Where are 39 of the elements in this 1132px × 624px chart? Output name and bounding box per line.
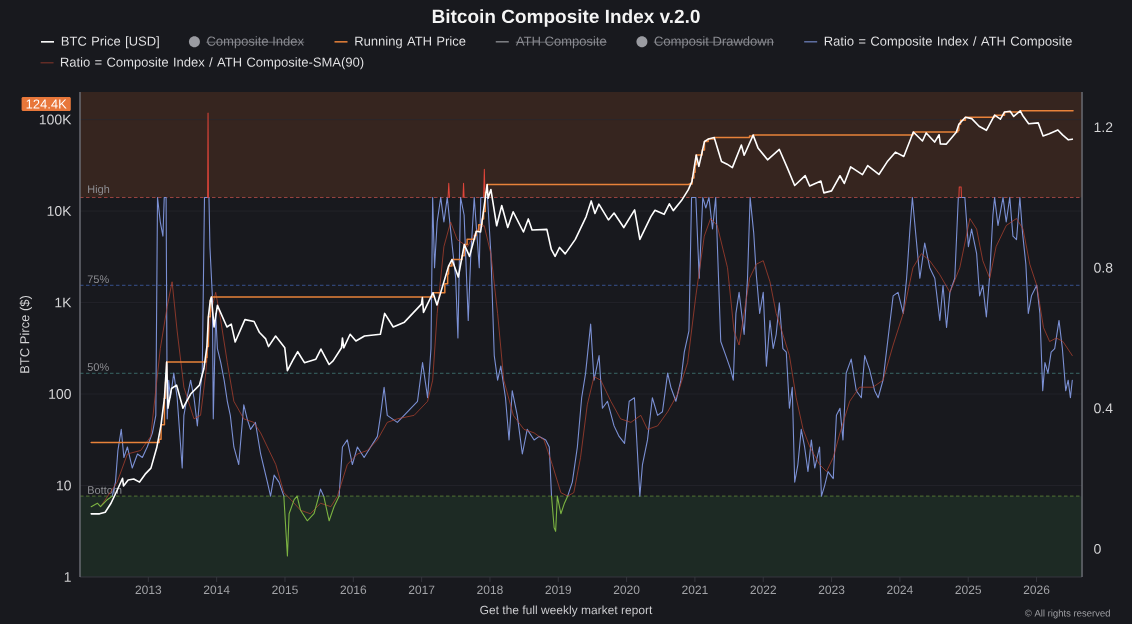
y-tick-label: 100 [49, 389, 71, 399]
x-tick-label: 2016 [340, 585, 367, 595]
x-tick-label: 2024 [887, 585, 913, 595]
y2-tick-label: 0 [1094, 543, 1101, 554]
ref-line-label: High [88, 184, 110, 196]
legend-label: ATH Composite [515, 36, 607, 49]
y-tick-label: 1 [64, 572, 71, 582]
x-tick-label: 2013 [135, 585, 162, 595]
y2-tick-label: 1.2 [1094, 122, 1113, 133]
x-tick-label: 2015 [272, 585, 298, 595]
x-tick-label: 2017 [408, 585, 435, 595]
x-tick-label: 2025 [955, 585, 982, 595]
y-tick-label: 100K [39, 114, 72, 125]
text: © All rights reserved [1024, 609, 1110, 619]
legend-label: Running ATH Price [355, 36, 466, 49]
x-tick-label: 2021 [682, 585, 708, 595]
legend-label: Ratio = Composite Index / ATH Composite-SMA(90) [60, 57, 364, 70]
x-tick-label: 2026 [1023, 585, 1050, 595]
y-tick-label: 1K [55, 297, 72, 308]
y-axis-title: BTC Pirce ($) [19, 295, 32, 373]
y-tick-label: 10K [47, 206, 72, 216]
text: Get the full weekly market report [480, 605, 653, 617]
y2-tick-label: 0.4 [1094, 403, 1113, 414]
legend-label: BTC Price [USD] [61, 36, 159, 49]
x-tick-label: 2022 [750, 585, 776, 595]
ref-line-label: 75% [87, 275, 109, 284]
legend-label: Ratio = Composite Index / ATH Composite [824, 36, 1072, 49]
y2-tick-label: 0.8 [1094, 262, 1113, 273]
y-tick-label: 10 [56, 480, 71, 491]
x-tick-label: 2019 [545, 585, 572, 595]
legend-label: Composit Drawdown [654, 36, 774, 49]
x-tick-label: 2023 [818, 585, 845, 595]
ref-line-label: 50% [87, 363, 109, 371]
chart-title: Bitcoin Composite Index v.2.0 [432, 9, 700, 27]
x-tick-label: 2020 [613, 585, 640, 595]
x-tick-label: 2018 [477, 585, 503, 595]
legend-label: Composite Index [207, 36, 304, 49]
x-tick-label: 2014 [203, 585, 230, 595]
text: 124.4K [26, 99, 67, 109]
